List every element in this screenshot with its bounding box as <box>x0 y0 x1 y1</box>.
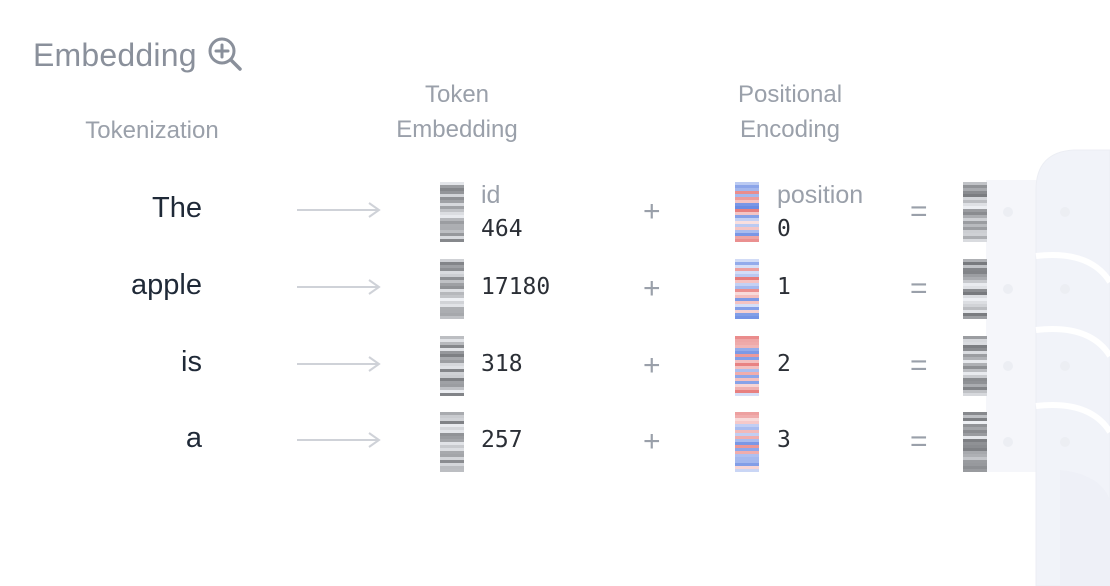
equals-operator: = <box>910 195 928 228</box>
output-embedding-vector[interactable] <box>963 336 987 396</box>
zoom-in-icon[interactable] <box>207 36 245 74</box>
header-tokenization: Tokenization <box>85 117 219 144</box>
position-value: 3 <box>777 427 791 453</box>
embedding-row: is 318 + 2 = <box>0 336 1110 396</box>
header-token-embedding: Token Embedding <box>357 77 557 147</box>
arrow-right-icon <box>297 432 381 448</box>
plus-operator: + <box>643 195 661 228</box>
token-embedding-vector[interactable] <box>440 182 464 242</box>
token-id-value: 257 <box>481 427 523 453</box>
token-embedding-vector[interactable] <box>440 412 464 472</box>
positional-encoding-vector[interactable] <box>735 412 759 472</box>
header-token-embedding-line1: Token <box>424 81 490 108</box>
token-id-value: 17180 <box>481 274 551 300</box>
token-text[interactable]: The <box>152 192 202 224</box>
token-text[interactable]: a <box>185 422 202 454</box>
positional-encoding-vector[interactable] <box>735 259 759 319</box>
arrow-right-icon <box>297 202 381 218</box>
token-embedding-vector[interactable] <box>440 259 464 319</box>
plus-operator: + <box>643 272 661 305</box>
header-positional-encoding: Positional Encoding <box>690 77 890 147</box>
equals-operator: = <box>910 425 928 458</box>
id-label: id <box>481 181 501 209</box>
token-id-value: 464 <box>481 216 523 242</box>
position-label: position <box>777 181 864 209</box>
header-positional-encoding-line2: Encoding <box>739 116 841 143</box>
position-value: 0 <box>777 216 791 242</box>
token-embedding-vector[interactable] <box>440 336 464 396</box>
header-token-embedding-line2: Embedding <box>396 116 518 143</box>
position-value: 1 <box>777 274 791 300</box>
section-title: Embedding <box>33 36 245 74</box>
position-value: 2 <box>777 351 791 377</box>
positional-encoding-vector[interactable] <box>735 336 759 396</box>
arrow-right-icon <box>297 279 381 295</box>
equals-operator: = <box>910 272 928 305</box>
embedding-row: The id 464 + position 0 = <box>0 181 1110 242</box>
output-embedding-vector[interactable] <box>963 259 987 319</box>
embedding-row: apple 17180 + 1 = <box>0 259 1110 319</box>
token-text[interactable]: apple <box>131 269 202 301</box>
arrow-right-icon <box>297 356 381 372</box>
positional-encoding-vector[interactable] <box>735 182 759 242</box>
section-title-text: Embedding <box>33 36 197 73</box>
output-embedding-vector[interactable] <box>963 412 987 472</box>
plus-operator: + <box>643 425 661 458</box>
header-positional-encoding-line1: Positional <box>737 81 843 108</box>
embedding-row: a 257 + 3 = <box>0 412 1110 472</box>
token-id-value: 318 <box>481 351 523 377</box>
token-text[interactable]: is <box>181 346 202 378</box>
equals-operator: = <box>910 349 928 382</box>
plus-operator: + <box>643 349 661 382</box>
output-embedding-vector[interactable] <box>963 182 987 242</box>
